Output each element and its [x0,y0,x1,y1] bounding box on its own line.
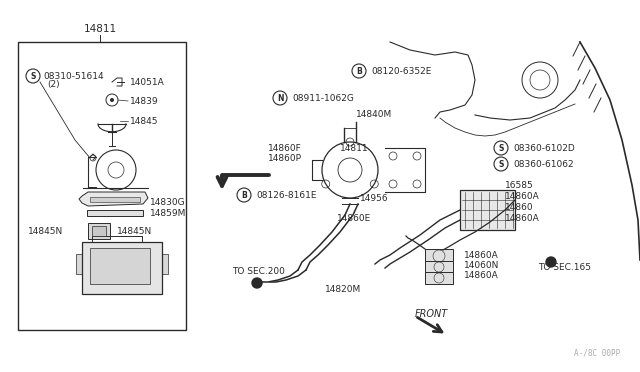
Bar [92,226,106,236]
Bar [76,254,82,274]
Text: 08120-6352E: 08120-6352E [371,67,431,76]
Text: 14860A: 14860A [464,250,499,260]
Text: 14860F: 14860F [268,144,301,153]
Text: 14860P: 14860P [268,154,302,163]
Bar [82,242,162,294]
Text: 14860A: 14860A [505,192,540,201]
Text: 14840M: 14840M [356,109,392,119]
Text: B: B [356,67,362,76]
Text: 08360-6102D: 08360-6102D [513,144,575,153]
Text: 14051A: 14051A [130,77,164,87]
Text: 14820M: 14820M [325,285,361,295]
Text: 08126-8161E: 08126-8161E [256,190,317,199]
Text: 14859M: 14859M [150,208,186,218]
Circle shape [110,98,114,102]
Bar [425,249,453,263]
Bar [460,190,515,230]
Bar [425,272,453,284]
Text: 14845: 14845 [130,116,159,125]
Text: FRONT: FRONT [415,309,448,319]
Text: 14060N: 14060N [464,260,499,269]
Circle shape [546,257,556,267]
Circle shape [252,278,262,288]
Text: 08360-61062: 08360-61062 [513,160,573,169]
Text: 14830G: 14830G [150,198,186,206]
Text: S: S [499,160,504,169]
Bar [18,42,186,330]
Text: B: B [241,190,247,199]
Polygon shape [90,197,140,202]
Text: A-/8C 00PP: A-/8C 00PP [573,349,620,358]
Text: TO SEC.165: TO SEC.165 [538,263,591,273]
Text: S: S [30,71,36,80]
Bar [425,261,453,273]
Text: 14956: 14956 [360,193,388,202]
Bar [162,254,168,274]
Polygon shape [79,192,148,206]
Text: 14860A: 14860A [505,214,540,222]
Text: 14860: 14860 [505,202,534,212]
Text: 14860A: 14860A [464,270,499,279]
Text: 14845N: 14845N [117,227,152,235]
Polygon shape [87,210,143,216]
Text: 14811: 14811 [340,144,369,153]
Text: (2): (2) [47,80,60,89]
Text: S: S [499,144,504,153]
Text: N: N [276,93,284,103]
Text: 08310-51614: 08310-51614 [43,71,104,80]
Bar [88,223,110,239]
Text: 14839: 14839 [130,96,159,106]
Text: 16585: 16585 [505,180,534,189]
Text: 14860E: 14860E [337,214,371,222]
Text: 14811: 14811 [83,24,116,34]
Bar [90,248,150,284]
Text: 14845N: 14845N [28,227,63,235]
Text: 08911-1062G: 08911-1062G [292,93,354,103]
Text: TO SEC.200: TO SEC.200 [232,266,285,276]
